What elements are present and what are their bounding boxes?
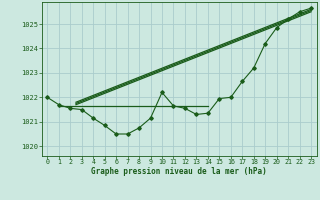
X-axis label: Graphe pression niveau de la mer (hPa): Graphe pression niveau de la mer (hPa) (91, 167, 267, 176)
